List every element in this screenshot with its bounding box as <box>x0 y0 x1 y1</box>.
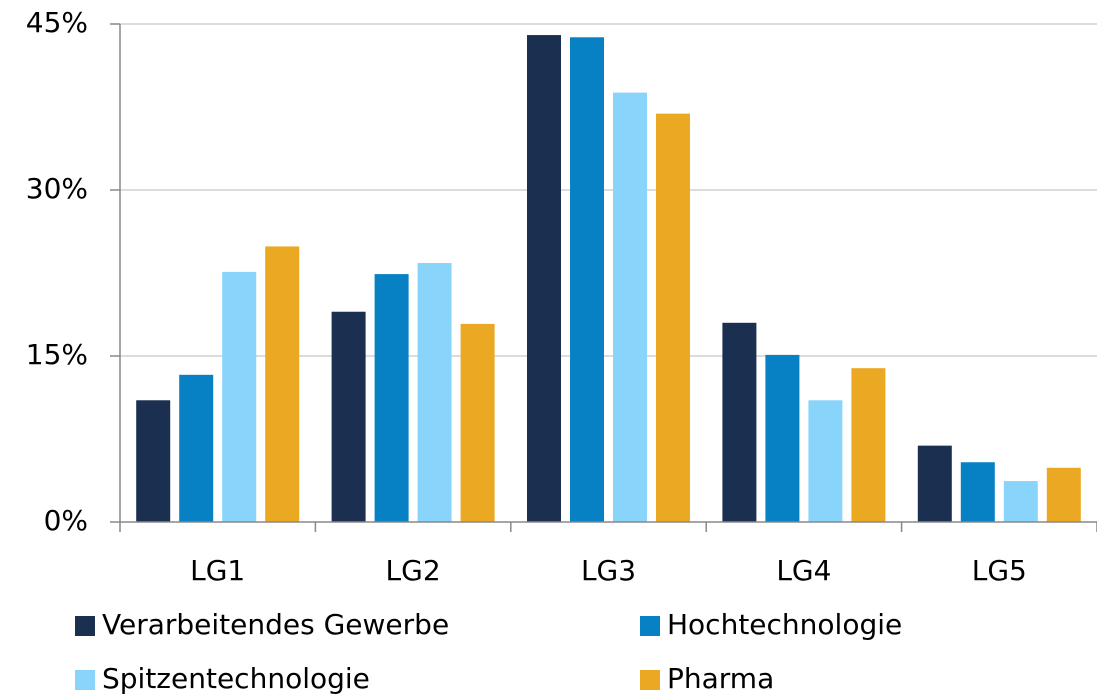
x-tick-label: LG1 <box>190 554 245 587</box>
bar <box>613 92 647 522</box>
legend-swatch <box>640 670 660 690</box>
bar <box>374 274 409 522</box>
bar <box>722 322 757 522</box>
bar <box>527 35 561 523</box>
legend-label: Hochtechnologie <box>667 608 902 641</box>
bar <box>179 374 214 522</box>
legend-label: Spitzentechnologie <box>102 662 370 695</box>
bar <box>460 323 495 522</box>
legend-label: Verarbeitendes Gewerbe <box>102 608 449 641</box>
bar <box>1046 467 1081 522</box>
x-tick-label: LG2 <box>386 554 441 587</box>
bar <box>656 113 690 522</box>
y-tick-label: 15% <box>26 338 88 371</box>
bar <box>222 271 257 522</box>
bar <box>765 354 800 522</box>
bar <box>417 263 452 522</box>
bar <box>570 37 604 522</box>
legend-swatch <box>75 616 95 636</box>
x-tick-label: LG4 <box>776 554 831 587</box>
bar <box>917 445 952 522</box>
x-tick-label: LG5 <box>972 554 1027 587</box>
x-tick-label: LG3 <box>581 554 636 587</box>
y-tick-label: 30% <box>26 172 88 205</box>
bar <box>331 311 366 522</box>
bar <box>136 400 171 522</box>
legend-swatch <box>640 616 660 636</box>
bar <box>851 368 886 522</box>
bar <box>808 400 843 522</box>
legend-swatch <box>75 670 95 690</box>
bar <box>265 246 300 522</box>
legend-label: Pharma <box>667 662 774 695</box>
bar <box>1003 481 1038 522</box>
y-tick-label: 0% <box>44 504 88 537</box>
y-tick-label: 45% <box>26 6 88 39</box>
bar <box>960 462 995 522</box>
